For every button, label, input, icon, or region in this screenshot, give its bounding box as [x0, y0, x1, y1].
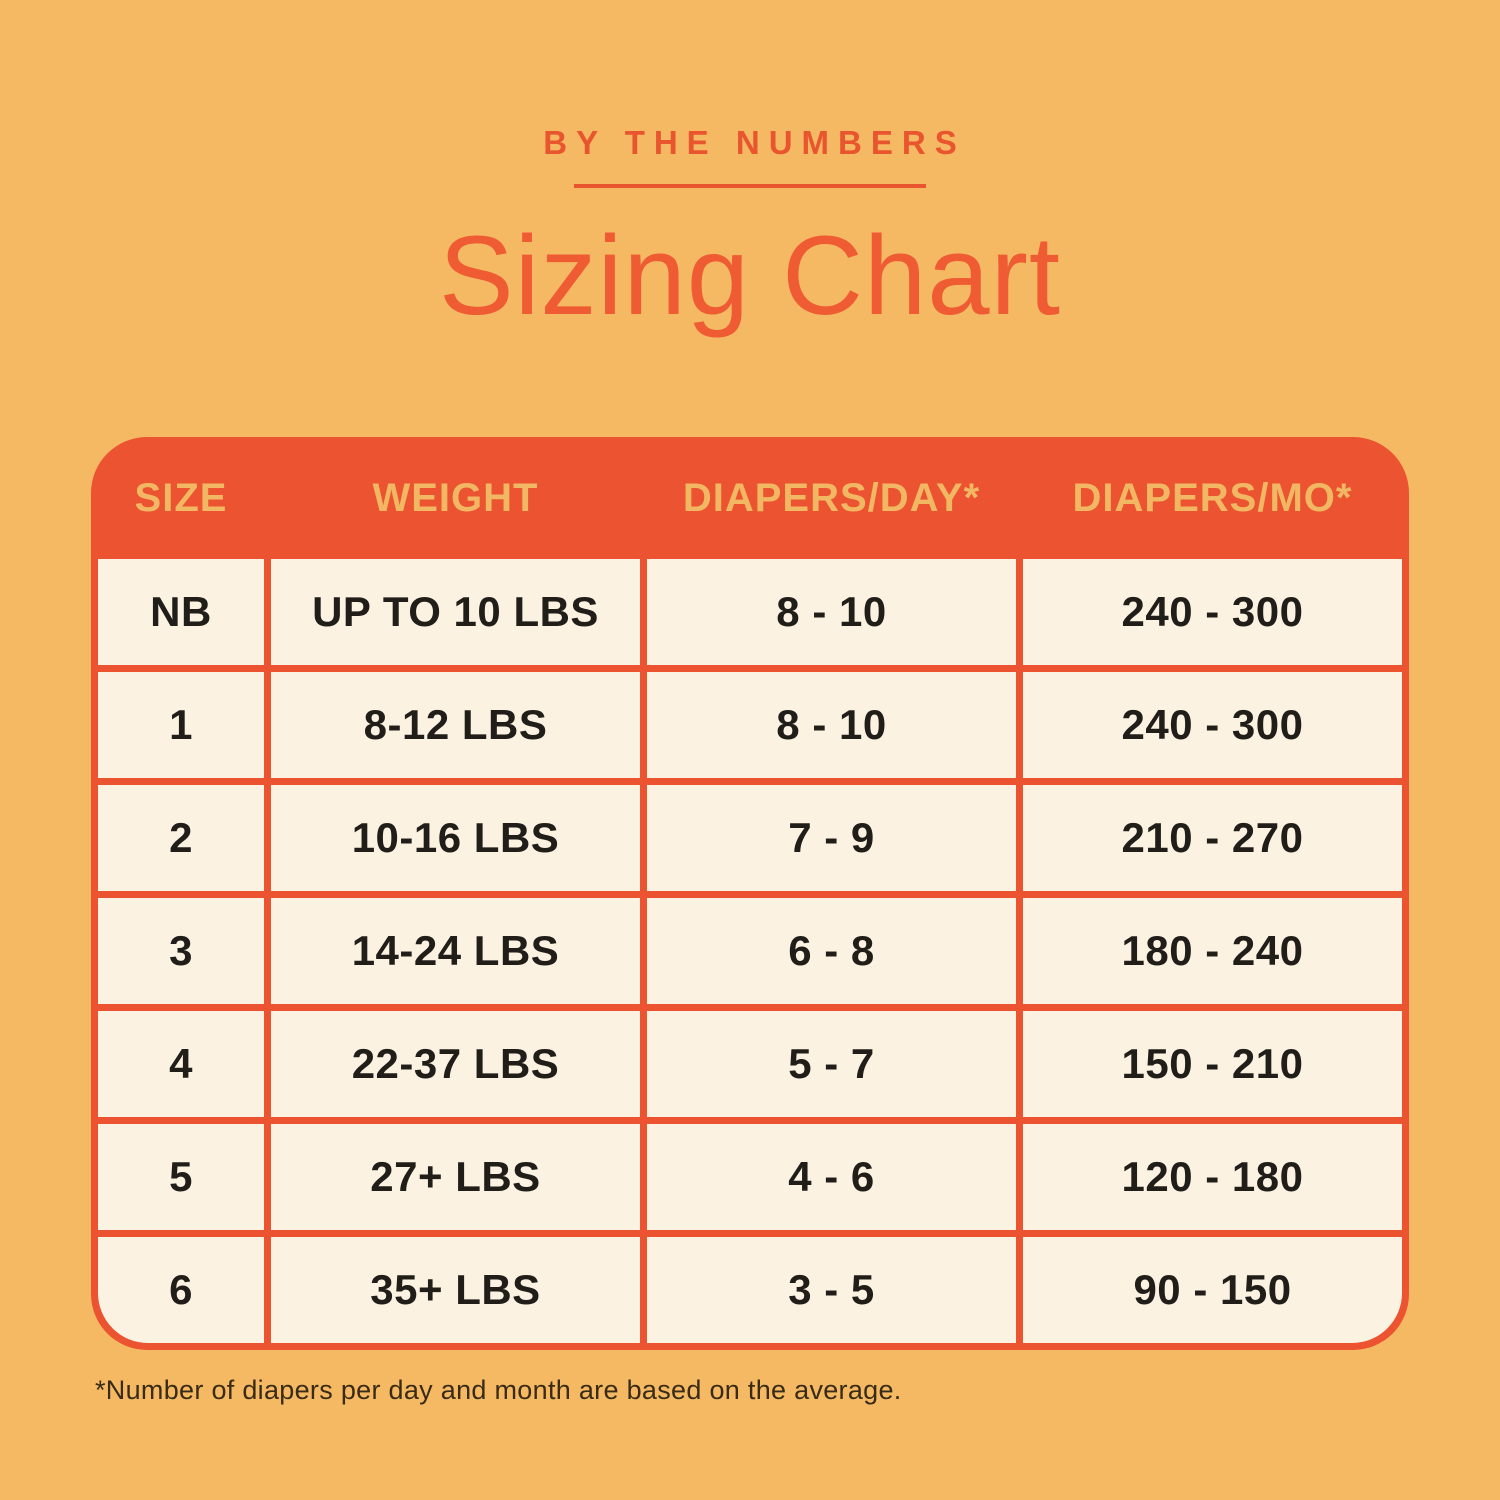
column-header-diapers-per-day: DIAPERS/DAY* [682, 475, 981, 520]
cell-diapers-per-month: 240 - 300 [1023, 672, 1402, 779]
cell-diapers-per-month: 150 - 210 [1023, 1011, 1402, 1118]
cell-size: 1 [98, 672, 264, 779]
cell-weight: 8-12 LBS [271, 672, 640, 779]
cell-diapers-per-day: 5 - 7 [647, 1011, 1016, 1118]
cell-diapers-per-month: 180 - 240 [1023, 898, 1402, 1005]
cell-diapers-per-day: 8 - 10 [647, 559, 1016, 666]
cell-size: 4 [98, 1011, 264, 1118]
cell-size: 5 [98, 1124, 264, 1231]
cell-diapers-per-month: 210 - 270 [1023, 785, 1402, 892]
column-header-diapers-per-month: DIAPERS/MO* [1072, 475, 1353, 520]
table-body: NB UP TO 10 LBS 8 - 10 240 - 300 1 8-12 LBS 8 … [91, 559, 1409, 1350]
cell-diapers-per-month: 120 - 180 [1023, 1124, 1402, 1231]
column-header-size: SIZE [134, 475, 228, 520]
column-header-weight: WEIGHT [372, 475, 539, 520]
footnote: *Number of diapers per day and month are… [95, 1375, 902, 1406]
cell-diapers-per-day: 4 - 6 [647, 1124, 1016, 1231]
cell-weight: 22-37 LBS [271, 1011, 640, 1118]
cell-weight: UP TO 10 LBS [271, 559, 640, 666]
cell-weight: 27+ LBS [271, 1124, 640, 1231]
sizing-table: SIZE WEIGHT DIAPERS/DAY* DIAPERS/MO* NB U… [91, 437, 1409, 1351]
cell-diapers-per-day: 3 - 5 [647, 1237, 1016, 1344]
cell-diapers-per-month: 90 - 150 [1023, 1237, 1402, 1344]
cell-diapers-per-month: 240 - 300 [1023, 559, 1402, 666]
cell-diapers-per-day: 6 - 8 [647, 898, 1016, 1005]
cell-weight: 14-24 LBS [271, 898, 640, 1005]
cell-diapers-per-day: 7 - 9 [647, 785, 1016, 892]
cell-weight: 35+ LBS [271, 1237, 640, 1344]
cell-weight: 10-16 LBS [271, 785, 640, 892]
cell-size: 6 [98, 1237, 264, 1344]
cell-size: 3 [98, 898, 264, 1005]
cell-size: 2 [98, 785, 264, 892]
table-header-row: SIZE WEIGHT DIAPERS/DAY* DIAPERS/MO* [91, 437, 1409, 559]
cell-diapers-per-day: 8 - 10 [647, 672, 1016, 779]
eyebrow-label: BY THE NUMBERS [543, 124, 966, 161]
cell-size: NB [98, 559, 264, 666]
page-title: Sizing Chart [438, 213, 1062, 338]
eyebrow-underline [574, 184, 926, 188]
